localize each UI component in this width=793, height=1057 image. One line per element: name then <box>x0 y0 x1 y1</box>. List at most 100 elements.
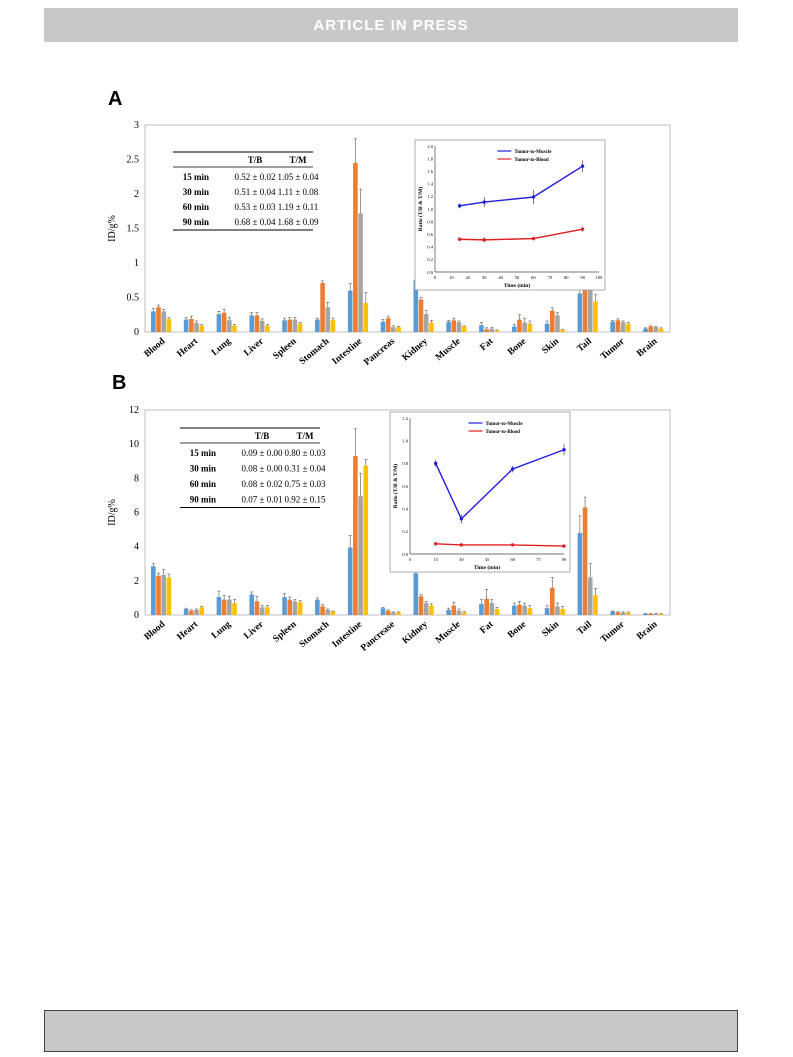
inset-blood-point <box>482 238 486 242</box>
inset-y-tick-label: 0.8 <box>402 461 408 466</box>
category-label: Skin <box>540 619 561 639</box>
bar <box>391 327 396 332</box>
bar <box>315 319 320 332</box>
bar <box>527 323 533 332</box>
category-label: Lung <box>210 619 233 641</box>
category-label: Spleen <box>272 619 300 644</box>
bar <box>315 599 320 615</box>
table-cell: 1.11 ± 0.08 <box>278 187 319 197</box>
legend-label: Tumor-to-Muscle <box>514 150 552 155</box>
category-label: Fat <box>479 336 497 353</box>
bar <box>446 609 451 615</box>
table-row-label: 30 min <box>190 464 216 474</box>
inset-x-tick-label: 90 <box>562 557 567 562</box>
table-row-label: 60 min <box>190 479 216 489</box>
article-in-press-banner: ARTICLE IN PRESS <box>44 8 738 42</box>
bar <box>380 321 386 332</box>
bar <box>227 320 232 332</box>
category-label: Stomach <box>298 619 332 650</box>
bar <box>582 287 588 332</box>
inset-y-tick-label: 0.2 <box>402 529 408 534</box>
category-label: Brain <box>635 619 660 642</box>
inset-x-tick-label: 60 <box>510 557 515 562</box>
bar <box>648 326 653 332</box>
bar <box>287 599 293 615</box>
table-cell: 1.05 ± 0.04 <box>278 172 319 182</box>
table-row-label: 30 min <box>183 187 209 197</box>
inset-muscle-line <box>435 449 565 521</box>
category-label: Pancrease <box>359 620 397 654</box>
table-cell: 0.08 ± 0.00 <box>242 464 283 474</box>
bar <box>479 603 484 615</box>
bar <box>577 293 583 332</box>
legend-label: Tumor-to-Blood <box>486 430 521 435</box>
bar <box>625 323 631 332</box>
biodistribution-chart-a: 0 0.5 1 1.5 2 2.5 3 ID/g% Blood Heart Lung Liver Spl… <box>107 120 671 368</box>
bar <box>282 597 287 615</box>
bar <box>549 587 555 615</box>
bar <box>479 325 484 332</box>
inset-blood-point <box>562 544 566 548</box>
bar <box>320 283 325 332</box>
bar <box>183 609 189 615</box>
inset-y-tick-label: 0.0 <box>427 270 433 275</box>
inset-y-tick-label: 1.2 <box>402 416 408 421</box>
bar <box>189 610 194 615</box>
category-label: Muscle <box>434 337 463 363</box>
bar <box>396 327 401 332</box>
bar <box>330 611 336 615</box>
bar <box>353 456 358 615</box>
bar <box>451 320 457 332</box>
inset-x-tick-label: 20 <box>466 275 471 280</box>
category-label: Liver <box>242 619 266 641</box>
bar <box>353 162 358 332</box>
table-cell: 0.80 ± 0.03 <box>285 448 326 458</box>
bar <box>587 577 593 615</box>
bar <box>648 613 653 615</box>
inset-y-tick-label: 0.4 <box>402 506 408 511</box>
inset-y-tick-label: 1.4 <box>427 182 433 187</box>
inset-y-tick-label: 1.2 <box>427 194 433 199</box>
inset-y-tick-label: 0.4 <box>427 245 433 250</box>
category-label: Heart <box>176 336 201 359</box>
y-tick-label: 4 <box>134 542 139 553</box>
table-cell: 1.19 ± 0.11 <box>278 202 319 212</box>
panel-b-label: B <box>112 372 127 394</box>
bar <box>232 603 237 615</box>
bar <box>517 604 522 615</box>
bar <box>522 322 527 332</box>
inset-x-tick-label: 45 <box>485 557 490 562</box>
y-tick-label: 2.5 <box>127 155 140 166</box>
bar <box>396 612 401 615</box>
inset-x-tick-label: 30 <box>459 557 464 562</box>
bar <box>418 299 424 332</box>
category-label: Fat <box>479 619 497 636</box>
table-row-label: 15 min <box>183 172 209 182</box>
bar <box>653 613 659 615</box>
inset-blood-point <box>531 236 536 241</box>
legend-label: Tumor-to-Blood <box>514 158 549 163</box>
table-cell: 0.08 ± 0.02 <box>242 479 283 489</box>
bar <box>494 330 500 332</box>
bar <box>610 321 615 332</box>
category-label: Muscle <box>434 620 463 646</box>
bar <box>156 575 161 615</box>
bar <box>555 606 560 615</box>
bar <box>511 326 517 332</box>
inset-muscle-point <box>510 467 515 471</box>
bar <box>658 328 664 332</box>
inset-y-tick-label: 0.0 <box>402 552 408 557</box>
inset-blood-point <box>433 542 438 546</box>
bar <box>161 311 167 332</box>
inset-blood-line <box>435 543 565 547</box>
inset-frame <box>389 411 571 573</box>
bar <box>484 329 489 332</box>
table-header: T/M <box>297 431 315 441</box>
inset-x-tick-label: 30 <box>482 275 487 280</box>
inset-y-tick-label: 1.0 <box>427 207 433 212</box>
bar <box>297 323 303 332</box>
bar <box>429 605 434 615</box>
y-tick-label: 0.5 <box>127 293 140 304</box>
bar <box>199 607 205 615</box>
bar <box>189 318 194 332</box>
